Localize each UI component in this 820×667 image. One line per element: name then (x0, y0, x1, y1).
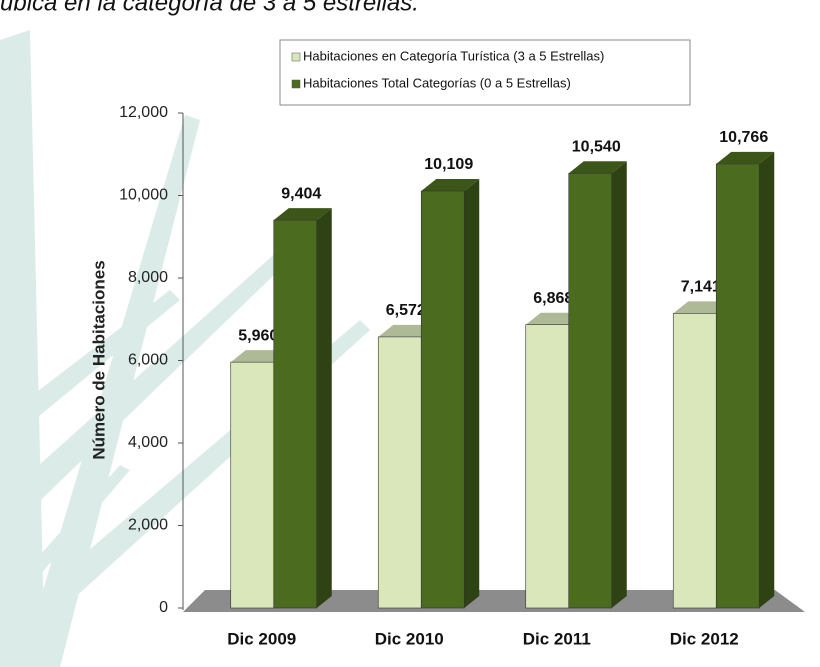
x-tick-label: Dic 2012 (670, 629, 739, 648)
floor (183, 590, 805, 612)
bar-top (421, 179, 480, 192)
bar-top (273, 208, 332, 221)
x-tick-label: Dic 2011 (523, 629, 591, 648)
bar (273, 219, 318, 609)
value-label: 10,766 (719, 129, 768, 146)
legend-label: Habitaciones Total Categorías (0 a 5 Est… (303, 75, 571, 90)
bar (525, 324, 570, 609)
bar-side (759, 151, 775, 608)
value-label: 10,109 (424, 156, 473, 173)
y-tick-label: 2,000 (128, 517, 168, 534)
value-label: 6,868 (533, 290, 573, 307)
y-tick-label: 0 (159, 599, 168, 616)
value-label: 9,404 (281, 185, 321, 202)
x-tick-label: Dic 2010 (375, 629, 444, 648)
bar-side (316, 208, 332, 608)
value-label: 6,572 (386, 302, 426, 319)
x-tick-label: Dic 2009 (227, 629, 296, 648)
bar (420, 190, 465, 609)
y-tick-label: 12,000 (119, 104, 168, 121)
bar-side (611, 161, 627, 608)
legend-swatch (291, 79, 301, 89)
legend (279, 39, 691, 106)
y-tick-label: 4,000 (128, 434, 168, 451)
bar (568, 172, 613, 609)
caption: ubica en la categoría de 3 a 5 estrellas… (0, 0, 419, 16)
bar-side (464, 179, 480, 608)
value-label: 5,960 (238, 327, 278, 344)
legend-label: Habitaciones en Categoría Turística (3 a… (303, 48, 604, 63)
y-tick-label: 6,000 (128, 352, 168, 369)
bar (230, 361, 275, 609)
value-label: 7,141 (681, 279, 721, 296)
legend-swatch (291, 52, 301, 62)
bar (377, 336, 422, 609)
bar-top (716, 151, 775, 164)
bar (672, 313, 717, 609)
value-label: 10,540 (572, 138, 621, 155)
y-tick-label: 8,000 (128, 269, 168, 286)
bar-top (568, 161, 627, 174)
y-tick-label: 10,000 (119, 187, 168, 204)
bar (715, 163, 760, 609)
y-axis-title: Número de Habitaciones (89, 260, 108, 459)
